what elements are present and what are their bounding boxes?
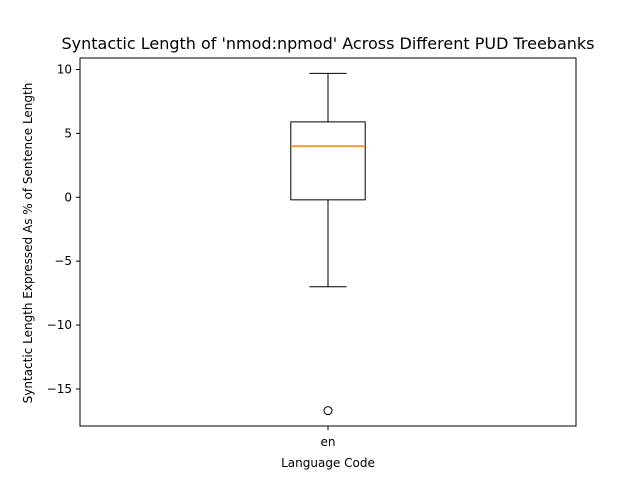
box-plot-marks [290,72,366,416]
y-tick-label: 0 [64,190,72,204]
x-axis-label: Language Code [281,456,375,470]
y-tick-label: −15 [47,382,72,396]
y-tick-label: 5 [64,126,72,140]
y-axis-ticks: 10 5 0 −5 −10 −15 [47,63,80,396]
y-tick-label: −10 [47,318,72,332]
x-tick-label: en [321,435,336,449]
chart-title: Syntactic Length of 'nmod:npmod' Across … [61,34,594,53]
y-tick-label: 10 [57,63,72,77]
box-iqr [290,121,366,201]
x-axis-ticks: en [321,426,336,449]
y-axis-label: Syntactic Length Expressed As % of Sente… [21,83,35,404]
y-tick-label: −5 [54,254,72,268]
outlier-point [323,406,333,416]
